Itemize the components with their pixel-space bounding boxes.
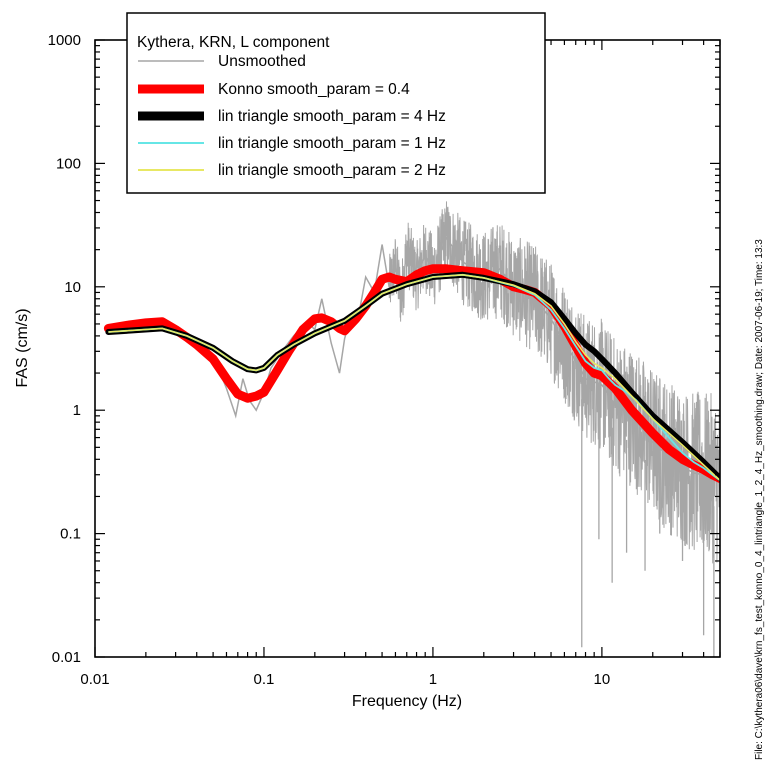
x-tick-label: 10 (594, 671, 611, 688)
series-konno-line (103, 264, 720, 483)
y-tick-label: 1000 (48, 32, 81, 49)
tick-labels: 0.01 0.1 1 10 0.01 0.1 1 10 100 1000 (48, 32, 611, 688)
legend-label: lin triangle smooth_param = 2 Hz (218, 162, 446, 179)
legend-box (126, 12, 546, 194)
y-tick-label: 0.1 (60, 526, 81, 543)
series-unsmoothed-noise (388, 201, 720, 564)
x-tick-label: 0.01 (80, 671, 109, 688)
legend-label: Konno smooth_param = 0.4 (218, 81, 410, 98)
y-tick-label: 10 (64, 279, 81, 296)
x-tick-label: 0.1 (254, 671, 275, 688)
x-tick-label: 1 (429, 671, 437, 688)
series-lintri-2hz-line (108, 273, 720, 481)
legend-title: Kythera, KRN, L component (137, 34, 330, 51)
y-tick-label: 0.01 (52, 649, 81, 666)
legend-label: lin triangle smooth_param = 4 Hz (218, 108, 446, 125)
legend-label: lin triangle smooth_param = 1 Hz (218, 135, 446, 152)
y-axis-title: FAS (cm/s) (14, 308, 31, 387)
x-axis-title: Frequency (Hz) (352, 693, 462, 710)
file-info-note: File: C:\kythera06\dave\krn_fs_test_konn… (754, 239, 765, 760)
legend: Kythera, KRN, L component Unsmoothed Konn… (126, 12, 546, 194)
y-tick-label: 100 (56, 155, 81, 172)
y-tick-label: 1 (73, 402, 81, 419)
series-layer (103, 201, 720, 657)
legend-label: Unsmoothed (218, 53, 306, 70)
